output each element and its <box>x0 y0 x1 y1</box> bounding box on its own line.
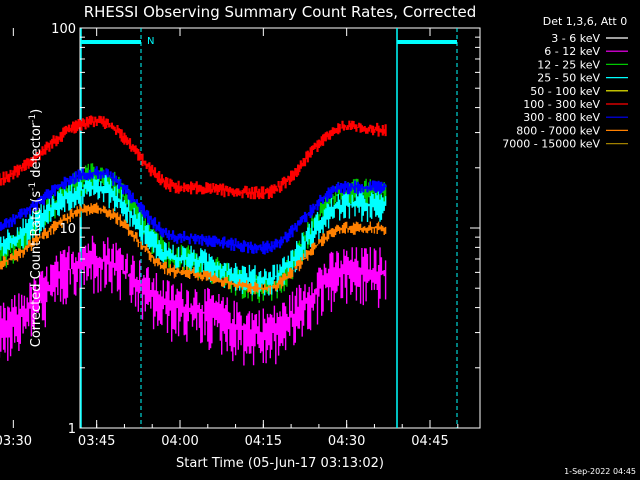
legend-entry-label: 7000 - 15000 keV <box>502 138 600 151</box>
y-axis-label-end: ) <box>29 109 44 114</box>
cyan-guides: N <box>80 28 458 428</box>
legend-entry-label: 3 - 6 keV <box>551 32 600 45</box>
legend-entry-label: 12 - 25 keV <box>537 58 600 71</box>
series-6-12-kev-line <box>0 235 387 366</box>
y-axis-label-mid: detector <box>29 122 44 182</box>
flag-label: N <box>147 36 154 47</box>
legend-entry-label: 6 - 12 keV <box>544 45 600 58</box>
legend-entry-label: 100 - 300 keV <box>523 98 600 111</box>
x-tick-label: 04:00 <box>161 434 198 449</box>
x-tick-label: 03:45 <box>78 434 115 449</box>
axes: 03:1503:3003:4504:0004:1504:3004:4511010… <box>0 22 480 449</box>
y-tick-label: 10 <box>59 222 76 237</box>
legend-entry-label: 300 - 800 keV <box>523 111 600 124</box>
y-axis-label: Corrected Count Rate (s-1 detector-1) <box>28 109 44 347</box>
y-tick-label: 1 <box>68 422 76 437</box>
timestamp: 1-Sep-2022 04:45 <box>564 467 636 476</box>
series-layer <box>0 115 387 366</box>
x-tick-label: 04:30 <box>328 434 365 449</box>
y-axis-label-sup2: -1 <box>28 114 38 123</box>
x-tick-label: 03:30 <box>0 434 32 449</box>
chart-title: RHESSI Observing Summary Count Rates, Co… <box>84 3 477 21</box>
series-100-300-kev-line <box>0 115 387 200</box>
legend-title: Det 1,3,6, Att 0 <box>543 15 627 28</box>
legend-entry-label: 25 - 50 keV <box>537 72 600 85</box>
y-tick-label: 100 <box>51 22 76 37</box>
x-tick-label: 04:45 <box>411 434 448 449</box>
series-25-50-kev-line <box>0 174 387 297</box>
legend-entry-label: 800 - 7000 keV <box>516 124 600 137</box>
y-axis-label-sup1: -1 <box>28 182 38 191</box>
x-axis-label: Start Time (05-Jun-17 03:13:02) <box>176 456 384 471</box>
series-300-800-kev-line <box>0 166 387 255</box>
y-axis-label-main: Corrected Count Rate (s <box>29 191 44 348</box>
x-tick-label: 04:15 <box>245 434 282 449</box>
series-800-7000-kev-line <box>0 202 387 295</box>
legend-entry-label: 50 - 100 keV <box>530 85 600 98</box>
